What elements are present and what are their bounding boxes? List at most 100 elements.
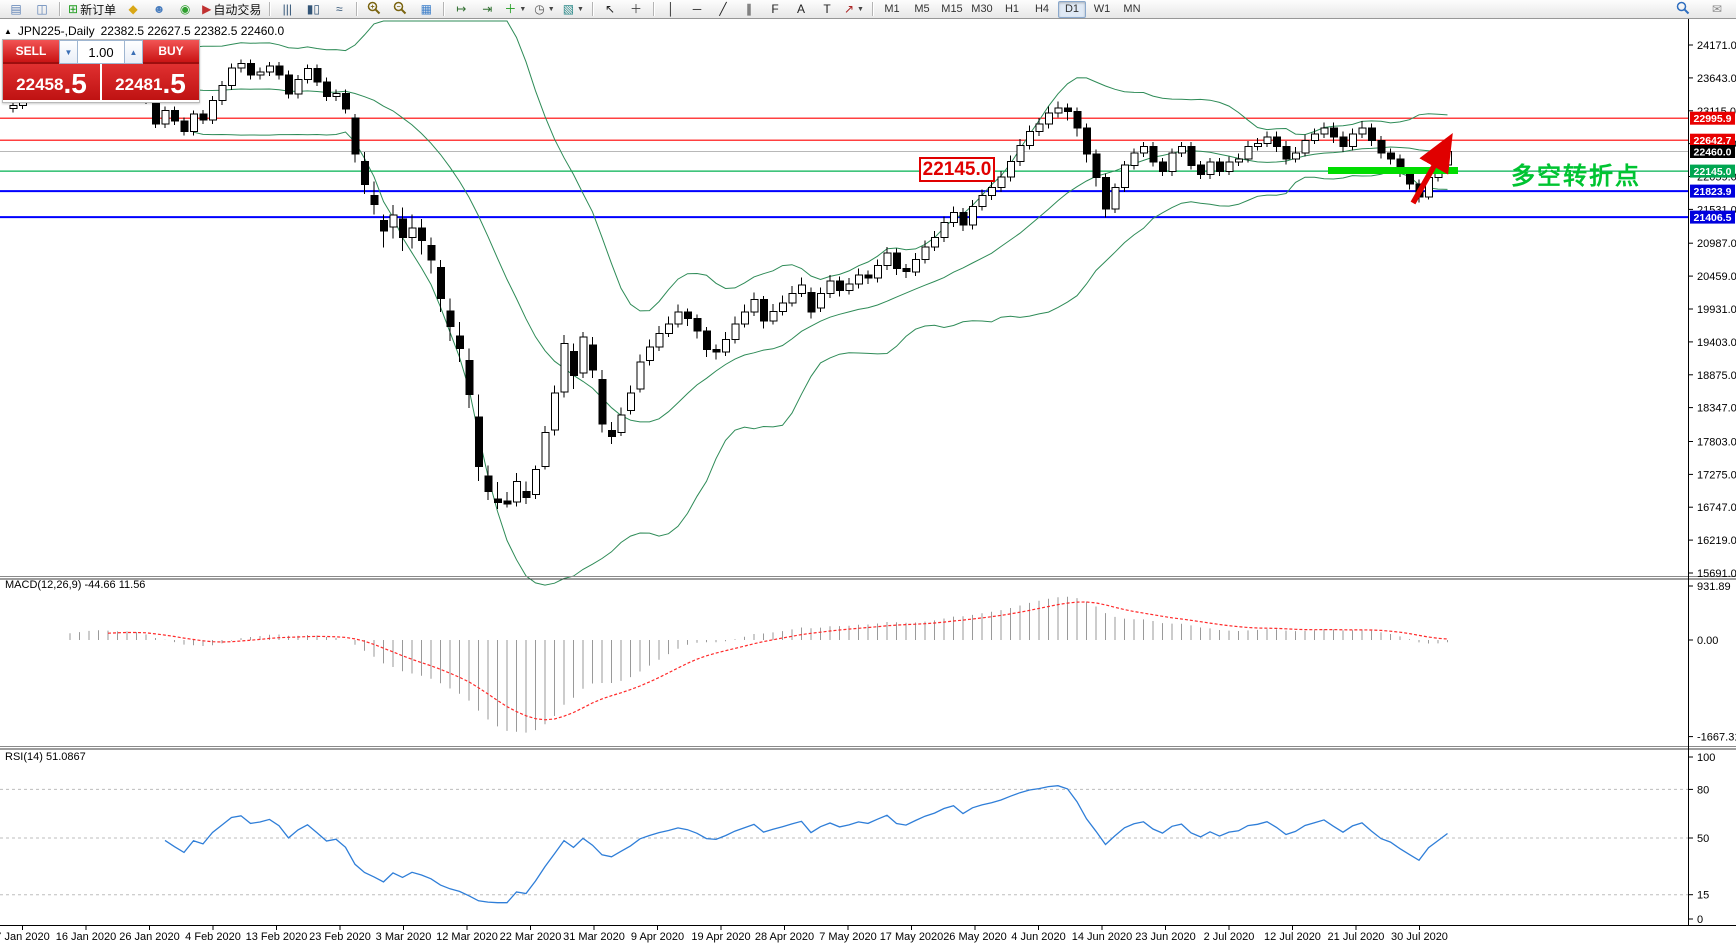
svg-text:9 Apr 2020: 9 Apr 2020 [631, 931, 684, 943]
add-indicator-icon: ＋ [504, 2, 517, 16]
channel-tool-button[interactable]: ∥ [737, 0, 761, 18]
zoom-in-button[interactable]: + [362, 0, 386, 18]
autotrading-button[interactable]: ▶ 自动交易 [199, 0, 264, 18]
arrows-tool-button[interactable]: ↗ ▼ [841, 0, 867, 18]
svg-text:-1667.31: -1667.31 [1697, 732, 1736, 744]
candlestick-mode-button[interactable]: ▮▯ [301, 0, 325, 18]
date-axis: 7 Jan 2020 16 Jan 2020 26 Jan 2020 4 Feb 20… [0, 925, 1448, 943]
volume-decrease-button[interactable]: ▼ [59, 40, 78, 64]
trendline-tool-button[interactable]: ╱ [711, 0, 735, 18]
svg-text:22995.9: 22995.9 [1694, 113, 1732, 125]
crosshair-tool-button[interactable]: ＋ [624, 0, 648, 18]
horizontal-line-tool-button[interactable]: ─ [685, 0, 709, 18]
svg-text:16 Jan 2020: 16 Jan 2020 [56, 931, 117, 943]
zoom-out-icon: − [393, 1, 407, 18]
chart-symbol-period: JPN225-,Daily [17, 24, 95, 38]
timeframe-mn-button[interactable]: MN [1123, 3, 1141, 15]
fibonacci-tool-button[interactable]: F [763, 0, 787, 18]
search-button[interactable] [1671, 0, 1695, 18]
svg-text:−: − [397, 4, 401, 11]
support-highlight-bar[interactable] [1328, 167, 1458, 174]
text-label-tool-button[interactable]: T [815, 0, 839, 18]
text-tool-button[interactable]: A [789, 0, 813, 18]
buy-button[interactable]: BUY [143, 40, 199, 64]
buy-price-pips: .5 [162, 68, 186, 99]
svg-text:2 Jul 2020: 2 Jul 2020 [1204, 931, 1255, 943]
toolbar-separator [59, 2, 60, 16]
sell-price-pips: .5 [63, 68, 87, 99]
symbol-collapse-icon: ▲ [4, 26, 12, 36]
svg-text:23 Jun 2020: 23 Jun 2020 [1135, 931, 1196, 943]
new-order-button[interactable]: ⊞ 新订单 [65, 0, 119, 18]
mql5-community-button[interactable]: ☻ [147, 0, 171, 18]
timeframe-h1-button[interactable]: H1 [1004, 3, 1020, 15]
timeframe-d1-button[interactable]: D1 [1057, 0, 1086, 18]
chart-profiles-button[interactable]: ◫ [30, 0, 54, 18]
chart-canvas[interactable]: 24171.023643.023115.022587.022059.021531… [0, 18, 1736, 944]
tile-windows-button[interactable]: ▦ [414, 0, 438, 18]
svg-text:23643.0: 23643.0 [1697, 73, 1736, 85]
toolbar-separator [356, 2, 358, 16]
vertical-line-tool-button[interactable]: │ [659, 0, 683, 18]
auto-scroll-button[interactable]: ↦ [449, 0, 473, 18]
vertical-line-tool-icon: │ [667, 2, 675, 16]
svg-text:26 May 2020: 26 May 2020 [943, 931, 1007, 943]
chat-icon: ✉ [1711, 2, 1723, 16]
add-indicator-button[interactable]: ＋ ▼ [501, 0, 529, 18]
timeframe-w1-button[interactable]: W1 [1093, 3, 1111, 15]
cursor-tool-icon: ↖ [604, 2, 616, 16]
sell-price[interactable]: 22458 .5 [3, 64, 100, 100]
metaeditor-icon: ◆ [128, 2, 138, 16]
volume-increase-button[interactable]: ▲ [124, 40, 143, 64]
timeframe-m5-button[interactable]: M5 [914, 3, 930, 15]
rsi-level-lines [0, 788, 1688, 896]
horizontal-line-tool-icon: ─ [692, 2, 702, 16]
new-chart-button[interactable]: ▤ [4, 0, 28, 18]
zoom-out-button[interactable]: − [388, 0, 412, 18]
periods-button[interactable]: ◷ ▼ [531, 0, 557, 18]
svg-text:26 Jan 2020: 26 Jan 2020 [119, 931, 180, 943]
timeframe-m30-button[interactable]: M30 [971, 3, 993, 15]
dropdown-caret-icon: ▼ [547, 5, 555, 13]
volume-input[interactable] [78, 40, 124, 64]
svg-text:+: + [371, 4, 375, 11]
svg-text:0.00: 0.00 [1697, 635, 1718, 647]
line-chart-mode-button[interactable]: ≈ [327, 0, 351, 18]
toolbar-separator [652, 2, 654, 16]
sell-button[interactable]: SELL [3, 40, 59, 64]
turning-point-note[interactable]: 多空转折点 [1511, 163, 1641, 190]
timeframe-m1-button[interactable]: M1 [884, 3, 900, 15]
metaeditor-button[interactable]: ◆ [121, 0, 145, 18]
svg-text:80: 80 [1697, 784, 1709, 796]
dropdown-caret-icon: ▼ [857, 5, 864, 13]
toolbar-separator [871, 2, 873, 16]
svg-text:7 Jan 2020: 7 Jan 2020 [0, 931, 50, 943]
autotrading-label: 自动交易 [213, 2, 262, 17]
cursor-tool-button[interactable]: ↖ [598, 0, 622, 18]
chart-shift-button[interactable]: ⇥ [475, 0, 499, 18]
signals-button[interactable]: ◉ [173, 0, 197, 18]
templates-icon: ▧ [562, 2, 575, 16]
svg-text:30 Jul 2020: 30 Jul 2020 [1391, 931, 1448, 943]
svg-text:13 Feb 2020: 13 Feb 2020 [246, 931, 308, 943]
new-order-label: 新订单 [80, 2, 117, 17]
svg-text:21406.5: 21406.5 [1694, 212, 1732, 224]
bar-chart-mode-button[interactable]: ||| [275, 0, 299, 18]
timeframe-m15-button[interactable]: M15 [941, 3, 963, 15]
new-order-icon: ⊞ [68, 2, 79, 16]
chart-ohlc-values: 22382.5 22627.5 22382.5 22460.0 [100, 24, 285, 38]
chat-button[interactable]: ✉ [1705, 0, 1729, 18]
svg-text:23 Feb 2020: 23 Feb 2020 [309, 931, 371, 943]
chart-area[interactable]: 24171.023643.023115.022587.022059.021531… [0, 18, 1736, 944]
text-tool-icon: A [796, 2, 805, 16]
timeframe-h4-button[interactable]: H4 [1034, 3, 1050, 15]
candlestick-mode-icon: ▮▯ [306, 2, 320, 16]
templates-button[interactable]: ▧ ▼ [560, 0, 587, 18]
support-price-annotation[interactable]: 22145.0 [919, 157, 995, 182]
periods-icon: ◷ [534, 2, 545, 16]
up-arrow-annotation[interactable] [1410, 133, 1453, 205]
buy-price[interactable]: 22481 .5 [102, 64, 199, 100]
chart-shift-icon: ⇥ [482, 2, 493, 16]
